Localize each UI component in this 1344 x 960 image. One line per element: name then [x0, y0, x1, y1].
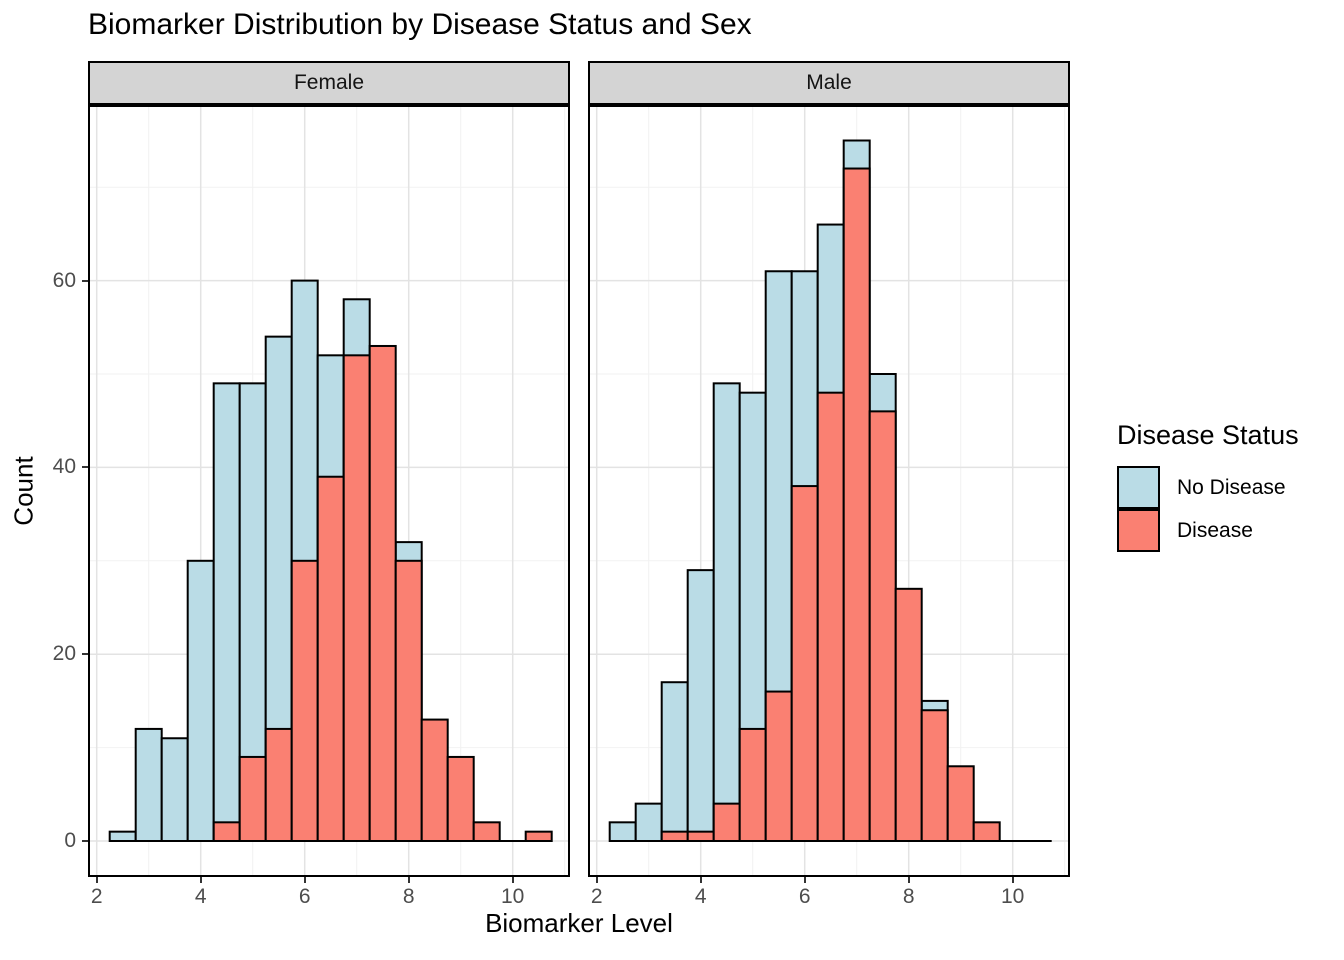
legend-label: No Disease: [1177, 475, 1286, 499]
bar-female-disease-9.5: [472, 821, 501, 843]
x-tick-label: 4: [694, 885, 707, 908]
bar-female-disease-8: [394, 559, 423, 842]
x-tick-label: 2: [590, 885, 603, 908]
bar-male-disease-6: [790, 485, 819, 842]
bar-male-disease-6.5: [816, 391, 845, 842]
x-tick-label: 8: [902, 885, 915, 908]
legend-swatch-disease: [1117, 509, 1160, 552]
facet-strip-male-label: Male: [806, 71, 852, 94]
x-tick-mark: [907, 877, 910, 883]
bar-male-disease-8.5: [920, 709, 949, 842]
legend-keys: No Disease Disease: [1117, 466, 1299, 552]
bar-male-no-disease-4: [686, 569, 715, 842]
x-tick-mark: [303, 877, 306, 883]
x-tick-label: 10: [1001, 885, 1025, 908]
legend-label: Disease: [1177, 518, 1253, 542]
bar-male-disease-7.5: [868, 410, 897, 842]
bar-male-disease-4.5: [712, 802, 741, 843]
bar-female-disease-5: [238, 755, 267, 842]
x-tick-label: 4: [194, 885, 207, 908]
panel-male: [588, 105, 1070, 877]
x-tick-label: 10: [501, 885, 525, 908]
bar-male-no-disease-2.5: [608, 821, 637, 843]
bar-female-no-disease-4.5: [212, 382, 241, 842]
bar-female-disease-10.5: [524, 830, 553, 842]
bar-female-disease-7.5: [368, 344, 397, 842]
bar-female-disease-6.5: [316, 475, 345, 842]
x-tick-mark: [407, 877, 410, 883]
bar-male-disease-9.5: [972, 821, 1001, 843]
bar-female-no-disease-2.5: [108, 830, 137, 842]
y-tick-mark: [82, 653, 88, 656]
x-tick-mark: [699, 877, 702, 883]
y-tick-label: 0: [64, 829, 76, 852]
panel-female: [88, 105, 570, 877]
bar-female-disease-8.5: [420, 718, 449, 843]
legend: Disease Status No Disease Disease: [1117, 420, 1299, 552]
panel-border: [88, 105, 570, 877]
bar-female-disease-7: [342, 354, 371, 842]
bar-male-disease-5: [738, 727, 767, 842]
bar-male-disease-3.5: [660, 830, 689, 842]
legend-item-disease: Disease: [1117, 509, 1299, 552]
bar-male-disease-8: [894, 587, 923, 842]
bar-male-disease-7: [842, 167, 871, 842]
x-tick-label: 6: [798, 885, 811, 908]
bar-female-disease-9: [446, 755, 475, 842]
y-tick-mark: [82, 279, 88, 282]
facet-strip-female-label: Female: [293, 71, 365, 94]
legend-swatch-no-disease: [1117, 466, 1160, 509]
x-tick-label: 8: [402, 885, 415, 908]
bar-male-disease-5.5: [764, 690, 793, 842]
bar-female-disease-6: [290, 559, 319, 842]
x-tick-mark: [803, 877, 806, 883]
y-tick-mark: [82, 840, 88, 842]
x-tick-mark: [199, 877, 202, 883]
facet-strip-male: Male: [588, 61, 1070, 105]
y-tick-label: 60: [52, 268, 76, 292]
bar-male-disease-4: [686, 830, 715, 842]
bar-male-disease-9: [946, 765, 975, 843]
y-tick-mark: [82, 466, 88, 469]
bar-female-no-disease-3: [134, 727, 163, 842]
y-tick-label: 40: [52, 455, 76, 479]
legend-title: Disease Status: [1117, 420, 1299, 450]
bar-male-no-disease-3.5: [660, 681, 689, 842]
bar-male-no-disease-4.5: [712, 382, 741, 842]
bar-female-disease-5.5: [264, 727, 293, 842]
x-tick-mark: [595, 877, 598, 883]
x-axis-title: Biomarker Level: [485, 908, 673, 938]
x-tick-mark: [1011, 877, 1014, 883]
facet-strip-female: Female: [88, 61, 570, 105]
x-tick-mark: [511, 877, 514, 883]
bar-male-no-disease-3: [634, 802, 663, 843]
legend-item-no-disease: No Disease: [1117, 466, 1299, 509]
bar-female-no-disease-3.5: [160, 737, 189, 843]
x-tick-mark: [95, 877, 98, 883]
plot-title: Biomarker Distribution by Disease Status…: [88, 8, 752, 41]
bar-female-no-disease-4: [186, 559, 215, 842]
bar-female-disease-4.5: [212, 821, 241, 843]
x-tick-label: 2: [90, 885, 103, 908]
x-tick-label: 6: [298, 885, 311, 908]
y-tick-label: 20: [52, 642, 76, 666]
panel-border: [588, 105, 1070, 877]
